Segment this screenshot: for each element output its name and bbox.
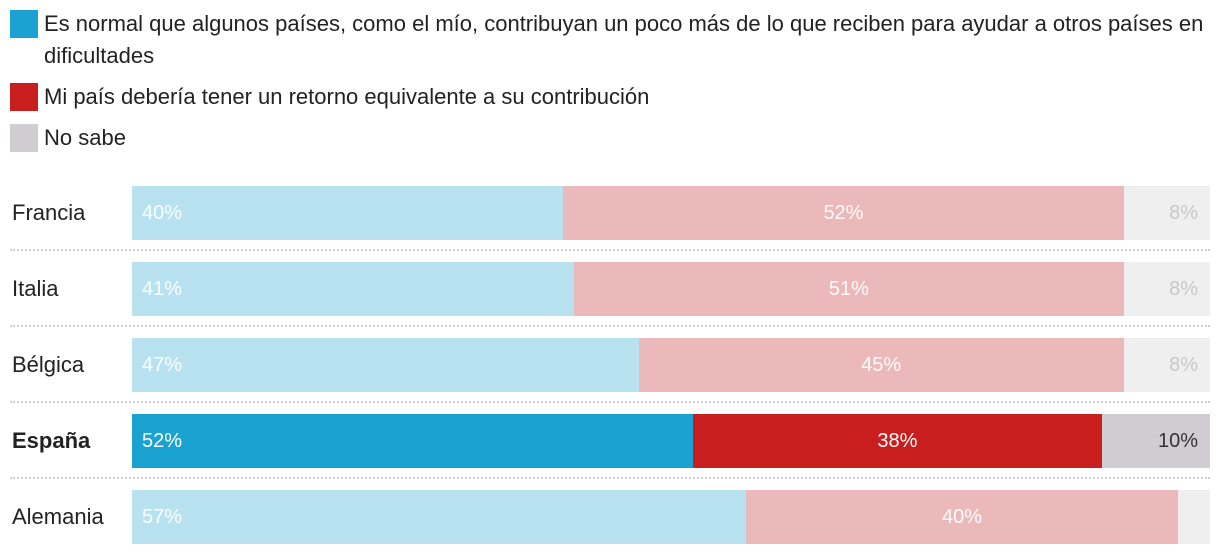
data-label: 40% bbox=[942, 506, 983, 528]
bar-segment bbox=[132, 338, 639, 392]
bar-segment bbox=[132, 186, 564, 240]
row-divider bbox=[10, 401, 1210, 403]
data-label: 10% bbox=[1157, 430, 1198, 452]
legend-swatch-blue bbox=[10, 10, 38, 38]
bar-segment bbox=[132, 490, 747, 544]
category-label: Italia bbox=[12, 276, 59, 301]
legend-item-no-sabe: No sabe bbox=[10, 122, 1210, 154]
legend-label: Mi país debería tener un retorno equival… bbox=[44, 84, 650, 109]
category-label: España bbox=[12, 428, 91, 453]
bar-segment bbox=[1123, 262, 1210, 316]
legend-item-equivalent-return: Mi país debería tener un retorno equival… bbox=[10, 81, 1210, 113]
bar-segment bbox=[573, 262, 1124, 316]
data-label: 52% bbox=[142, 430, 183, 452]
bar-segment bbox=[1123, 338, 1210, 392]
data-label: 40% bbox=[142, 202, 183, 224]
row-divider bbox=[10, 249, 1210, 251]
data-label: 52% bbox=[823, 202, 864, 224]
category-label: Bélgica bbox=[12, 352, 85, 377]
bar-segment bbox=[132, 262, 574, 316]
bar-segment bbox=[132, 414, 693, 468]
bar-segment bbox=[638, 338, 1124, 392]
data-label: 45% bbox=[861, 354, 902, 376]
row-divider bbox=[10, 325, 1210, 327]
row-divider bbox=[10, 477, 1210, 479]
data-label: 8% bbox=[1169, 278, 1198, 300]
category-label: Alemania bbox=[12, 504, 104, 529]
legend-label: No sabe bbox=[44, 125, 126, 150]
data-label: 38% bbox=[877, 430, 918, 452]
bar-segment bbox=[1102, 414, 1210, 468]
legend: Es normal que algunos países, como el mí… bbox=[10, 8, 1210, 163]
bar-segment bbox=[1177, 490, 1210, 544]
bar-segment bbox=[692, 414, 1103, 468]
data-label: 41% bbox=[142, 278, 183, 300]
legend-label: Es normal que algunos países, como el mí… bbox=[44, 11, 1204, 68]
bar-segment bbox=[563, 186, 1124, 240]
legend-swatch-red bbox=[10, 83, 38, 111]
data-label: 57% bbox=[142, 506, 183, 528]
legend-swatch-grey bbox=[10, 124, 38, 152]
data-label: 51% bbox=[828, 278, 869, 300]
bar-segment bbox=[1123, 186, 1210, 240]
category-label: Francia bbox=[12, 200, 86, 225]
legend-item-contribute-more: Es normal que algunos países, como el mí… bbox=[10, 8, 1210, 72]
data-label: 47% bbox=[142, 354, 183, 376]
data-label: 8% bbox=[1169, 202, 1198, 224]
bar-segment bbox=[746, 490, 1178, 544]
data-label: 8% bbox=[1169, 354, 1198, 376]
